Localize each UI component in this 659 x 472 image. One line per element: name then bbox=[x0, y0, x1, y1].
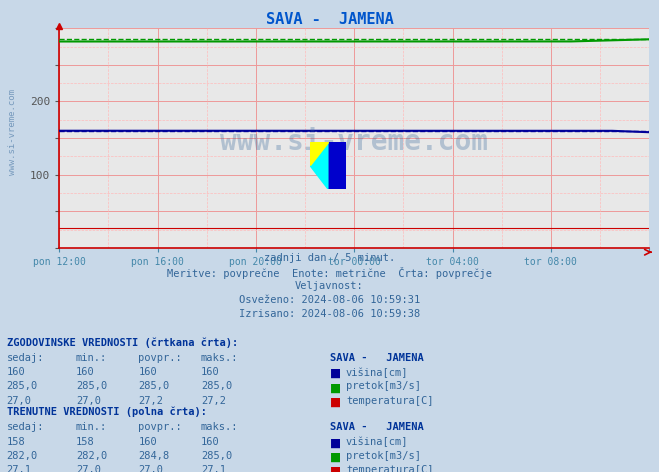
Text: povpr.:: povpr.: bbox=[138, 353, 182, 363]
Text: ZGODOVINSKE VREDNOSTI (črtkana črta):: ZGODOVINSKE VREDNOSTI (črtkana črta): bbox=[7, 337, 238, 348]
Text: 27,2: 27,2 bbox=[138, 396, 163, 405]
Text: ■: ■ bbox=[330, 437, 341, 450]
Text: 285,0: 285,0 bbox=[201, 381, 232, 391]
Text: ■: ■ bbox=[330, 367, 341, 380]
Text: pretok[m3/s]: pretok[m3/s] bbox=[346, 451, 421, 461]
Text: Veljavnost:: Veljavnost: bbox=[295, 281, 364, 291]
Polygon shape bbox=[310, 142, 328, 189]
Text: min.:: min.: bbox=[76, 353, 107, 363]
Text: maks.:: maks.: bbox=[201, 422, 239, 432]
Text: 284,8: 284,8 bbox=[138, 451, 169, 461]
Text: 285,0: 285,0 bbox=[76, 381, 107, 391]
Text: www.si-vreme.com: www.si-vreme.com bbox=[8, 89, 17, 175]
Text: ■: ■ bbox=[330, 396, 341, 409]
Text: temperatura[C]: temperatura[C] bbox=[346, 396, 434, 405]
Polygon shape bbox=[310, 142, 328, 165]
Text: 27,0: 27,0 bbox=[138, 465, 163, 472]
Text: 27,2: 27,2 bbox=[201, 396, 226, 405]
Text: 160: 160 bbox=[7, 367, 25, 377]
Text: 158: 158 bbox=[7, 437, 25, 447]
Text: ■: ■ bbox=[330, 465, 341, 472]
Text: 27,0: 27,0 bbox=[76, 465, 101, 472]
Polygon shape bbox=[328, 142, 346, 189]
Text: Meritve: povprečne  Enote: metrične  Črta: povprečje: Meritve: povprečne Enote: metrične Črta:… bbox=[167, 267, 492, 278]
Text: SAVA -   JAMENA: SAVA - JAMENA bbox=[330, 353, 423, 363]
Text: 160: 160 bbox=[201, 367, 219, 377]
Text: pretok[m3/s]: pretok[m3/s] bbox=[346, 381, 421, 391]
Text: SAVA -   JAMENA: SAVA - JAMENA bbox=[330, 422, 423, 432]
Text: temperatura[C]: temperatura[C] bbox=[346, 465, 434, 472]
Text: 160: 160 bbox=[201, 437, 219, 447]
Text: višina[cm]: višina[cm] bbox=[346, 367, 409, 378]
Text: 27,0: 27,0 bbox=[76, 396, 101, 405]
Text: 160: 160 bbox=[138, 367, 157, 377]
Text: 27,1: 27,1 bbox=[7, 465, 32, 472]
Text: Osveženo: 2024-08-06 10:59:31: Osveženo: 2024-08-06 10:59:31 bbox=[239, 295, 420, 305]
Text: ■: ■ bbox=[330, 451, 341, 464]
Text: 282,0: 282,0 bbox=[7, 451, 38, 461]
Text: sedaj:: sedaj: bbox=[7, 422, 44, 432]
Text: 27,0: 27,0 bbox=[7, 396, 32, 405]
Text: ■: ■ bbox=[330, 381, 341, 395]
Text: 285,0: 285,0 bbox=[201, 451, 232, 461]
Text: SAVA -  JAMENA: SAVA - JAMENA bbox=[266, 12, 393, 27]
Text: 160: 160 bbox=[76, 367, 94, 377]
Text: 285,0: 285,0 bbox=[7, 381, 38, 391]
Text: 27,1: 27,1 bbox=[201, 465, 226, 472]
Text: zadnji dan / 5 minut.: zadnji dan / 5 minut. bbox=[264, 253, 395, 262]
Text: min.:: min.: bbox=[76, 422, 107, 432]
Text: sedaj:: sedaj: bbox=[7, 353, 44, 363]
Text: www.si-vreme.com: www.si-vreme.com bbox=[220, 128, 488, 156]
Text: 282,0: 282,0 bbox=[76, 451, 107, 461]
Text: 158: 158 bbox=[76, 437, 94, 447]
Text: TRENUTNE VREDNOSTI (polna črta):: TRENUTNE VREDNOSTI (polna črta): bbox=[7, 407, 206, 417]
Text: maks.:: maks.: bbox=[201, 353, 239, 363]
Text: 160: 160 bbox=[138, 437, 157, 447]
Text: višina[cm]: višina[cm] bbox=[346, 437, 409, 447]
Text: Izrisano: 2024-08-06 10:59:38: Izrisano: 2024-08-06 10:59:38 bbox=[239, 309, 420, 319]
Text: povpr.:: povpr.: bbox=[138, 422, 182, 432]
Text: 285,0: 285,0 bbox=[138, 381, 169, 391]
